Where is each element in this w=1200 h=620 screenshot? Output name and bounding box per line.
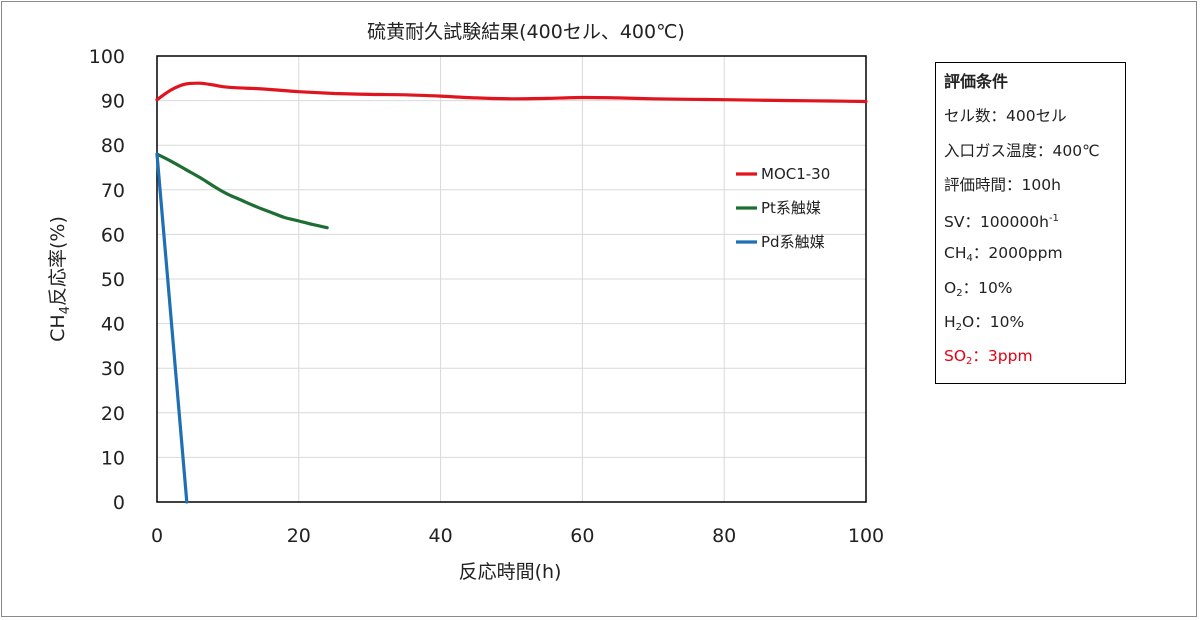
legend: MOC1-30 Pt系触媒 Pd系触媒 xyxy=(736,165,830,251)
ch4-sub: 4 xyxy=(966,253,973,265)
x-tick-label: 0 xyxy=(151,525,163,547)
y-tick-label: 40 xyxy=(101,314,125,336)
condition-o2: O2：10% xyxy=(944,277,1125,311)
sv-text: SV：100000h xyxy=(944,213,1049,232)
y-tick-label: 90 xyxy=(101,91,125,113)
y-tick-label: 100 xyxy=(89,46,125,68)
h2o-pre: H xyxy=(944,313,956,332)
series-line-0 xyxy=(155,81,868,104)
condition-so2: SO2：3ppm xyxy=(944,345,1125,379)
x-tick-label: 60 xyxy=(570,525,594,547)
y-axis-label-pre: CH xyxy=(47,314,69,342)
ch4-pre: CH xyxy=(944,244,967,263)
so2-sub: 2 xyxy=(966,356,973,368)
x-axis-label: 反応時間(h) xyxy=(459,561,562,583)
o2-post: ：10% xyxy=(962,278,1013,297)
y-tick-label: 0 xyxy=(113,492,125,514)
h2o-sub: 2 xyxy=(955,322,963,334)
x-tick-label: 20 xyxy=(287,525,311,547)
plot-area-border xyxy=(156,55,867,503)
y-axis-label-sub: 4 xyxy=(58,306,73,314)
x-tick-label: 40 xyxy=(429,525,453,547)
condition-inlet-temp: 入口ガス温度：400℃ xyxy=(944,141,1100,160)
ch4-post: ：2000ppm xyxy=(972,244,1063,263)
y-tick-labels: 0 10 20 30 40 50 60 70 80 90 100 xyxy=(89,46,125,514)
conditions-heading: 評価条件 xyxy=(944,72,1009,91)
y-tick-label: 30 xyxy=(101,358,125,380)
o2-pre: O xyxy=(944,278,957,297)
condition-eval-time: 評価時間：100h xyxy=(944,175,1061,194)
condition-cell-count: セル数：400セル xyxy=(944,107,1067,126)
series-lines xyxy=(155,81,868,504)
y-tick-label: 70 xyxy=(101,180,125,202)
y-tick-label: 10 xyxy=(101,447,125,469)
o2-sub: 2 xyxy=(956,287,963,299)
condition-h2o: H2O：10% xyxy=(944,311,1125,345)
so2-pre: SO xyxy=(944,347,967,366)
legend-label-1: Pt系触媒 xyxy=(761,199,821,217)
condition-ch4: CH4：2000ppm xyxy=(944,242,1125,276)
y-tick-label: 80 xyxy=(101,135,125,157)
series-line-1 xyxy=(155,152,329,230)
x-tick-label: 100 xyxy=(848,525,884,547)
legend-label-0: MOC1-30 xyxy=(761,165,830,183)
chart-title: 硫黄耐久試験結果(400セル、400℃) xyxy=(367,21,685,43)
y-axis-label-post: 反応率(%) xyxy=(47,216,69,306)
legend-label-2: Pd系触媒 xyxy=(761,233,825,251)
y-tick-label: 60 xyxy=(101,224,125,246)
h2o-post: O：10% xyxy=(962,313,1025,332)
sv-sup: -1 xyxy=(1048,213,1059,225)
y-tick-label: 20 xyxy=(101,403,125,425)
conditions-box: 評価条件 セル数：400セル 入口ガス温度：400℃ 評価時間：100h SV：… xyxy=(935,62,1126,384)
so2-post: ：3ppm xyxy=(972,347,1033,366)
y-axis-label: CH4反応率(%) xyxy=(47,216,73,342)
x-tick-label: 80 xyxy=(712,525,736,547)
y-tick-label: 50 xyxy=(101,269,125,291)
grid xyxy=(157,56,866,502)
condition-sv: SV：100000h-1 xyxy=(944,208,1125,242)
series-line-2 xyxy=(155,152,189,504)
x-tick-labels: 0 20 40 60 80 100 xyxy=(151,525,884,547)
